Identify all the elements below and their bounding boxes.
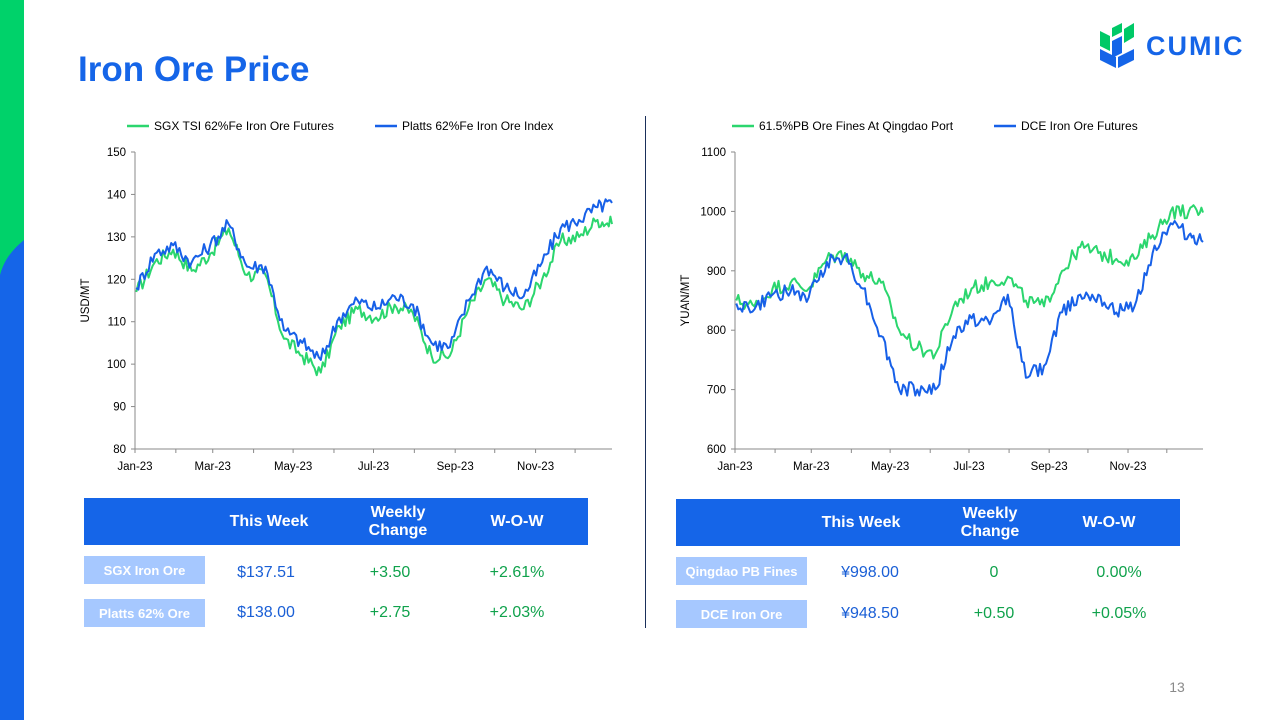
- platts-weekly-change: +2.75: [369, 604, 411, 621]
- price-table-header-right: This Week Weekly Change W-O-W: [676, 499, 1180, 546]
- platts-wow: +2.03%: [489, 604, 545, 621]
- row-label-qingdao: Qingdao PB Fines: [676, 557, 807, 585]
- sgx-weekly-change: +3.50: [369, 564, 411, 581]
- dce-weekly-change: +0.50: [973, 605, 1015, 622]
- header-wow: W-O-W: [1082, 513, 1136, 531]
- qingdao-dce-price-chart: 600 700 800 900 1000 1100 Jan-23 Mar-23 May-23 Ju…: [680, 119, 1204, 473]
- legend-entry: 61.5%PB Ore Fines At Qingdao Port: [759, 119, 954, 133]
- y-tick-label: 120: [107, 274, 126, 286]
- header-weekly-change: Weekly Change: [960, 504, 1020, 540]
- y-tick-label: 140: [107, 189, 126, 201]
- y-axis-label: YUAN/MT: [680, 275, 692, 327]
- sgx-platts-price-chart: 80 90 100 110 120 130 140 150 Jan-23 Mar-23 May-23…: [80, 119, 613, 473]
- x-tick-label: Jan-23: [717, 461, 752, 473]
- legend-entry: DCE Iron Ore Futures: [1021, 119, 1138, 133]
- y-axis-label: USD/MT: [80, 278, 92, 322]
- series-line: [135, 215, 613, 377]
- x-tick-label: Nov-23: [1109, 461, 1146, 473]
- sgx-this-week: $137.51: [237, 564, 295, 581]
- y-tick-label: 90: [113, 402, 126, 414]
- header-weekly-change: Weekly Change: [368, 503, 428, 539]
- y-tick-label: 150: [107, 147, 126, 159]
- y-tick-label: 1000: [700, 206, 726, 218]
- x-tick-label: Sep-23: [437, 461, 474, 473]
- page-number: 13: [1169, 679, 1185, 695]
- header-this-week: This Week: [821, 513, 901, 531]
- series-line: [735, 220, 1204, 397]
- y-tick-label: 1100: [701, 147, 726, 159]
- dce-wow: +0.05%: [1091, 605, 1147, 622]
- cumic-logo: CUMIC: [1098, 19, 1258, 71]
- cumic-logo-mark: CUMIC: [1100, 23, 1245, 68]
- x-tick-label: May-23: [871, 461, 909, 473]
- y-tick-label: 800: [707, 325, 726, 337]
- page-title: Iron Ore Price: [78, 50, 310, 89]
- left-accent-bar: [0, 0, 24, 720]
- sgx-wow: +2.61%: [489, 564, 545, 581]
- dce-this-week: ¥948.50: [841, 605, 899, 622]
- header-wow: W-O-W: [490, 512, 544, 530]
- y-tick-label: 600: [707, 444, 726, 456]
- legend-entry: SGX TSI 62%Fe Iron Ore Futures: [154, 119, 334, 133]
- x-tick-label: Mar-23: [793, 461, 829, 473]
- price-table-header-left: This Week Weekly Change W-O-W: [84, 498, 588, 545]
- x-tick-label: May-23: [274, 461, 312, 473]
- y-tick-label: 80: [113, 444, 126, 456]
- x-tick-label: Jul-23: [953, 461, 984, 473]
- y-tick-label: 100: [107, 359, 126, 371]
- y-tick-label: 110: [108, 317, 126, 329]
- row-label-sgx: SGX Iron Ore: [84, 556, 205, 584]
- series-line: [735, 204, 1204, 360]
- series-line: [135, 198, 613, 361]
- x-tick-label: Nov-23: [517, 461, 554, 473]
- y-tick-label: 700: [707, 385, 726, 397]
- svg-text:CUMIC: CUMIC: [1146, 31, 1245, 61]
- chart-divider: [645, 116, 646, 628]
- x-tick-label: Sep-23: [1031, 461, 1068, 473]
- legend-entry: Platts 62%Fe Iron Ore Index: [402, 119, 553, 133]
- x-tick-label: Jul-23: [358, 461, 389, 473]
- row-label-platts: Platts 62% Ore: [84, 599, 205, 627]
- qingdao-wow: 0.00%: [1096, 564, 1142, 581]
- y-tick-label: 900: [707, 266, 726, 278]
- row-label-dce: DCE Iron Ore: [676, 600, 807, 628]
- qingdao-this-week: ¥998.00: [841, 564, 899, 581]
- x-tick-label: Jan-23: [117, 461, 152, 473]
- x-tick-label: Mar-23: [195, 461, 231, 473]
- y-tick-label: 130: [107, 232, 126, 244]
- platts-this-week: $138.00: [237, 604, 295, 621]
- header-this-week: This Week: [229, 512, 309, 530]
- qingdao-weekly-change: 0: [989, 564, 999, 581]
